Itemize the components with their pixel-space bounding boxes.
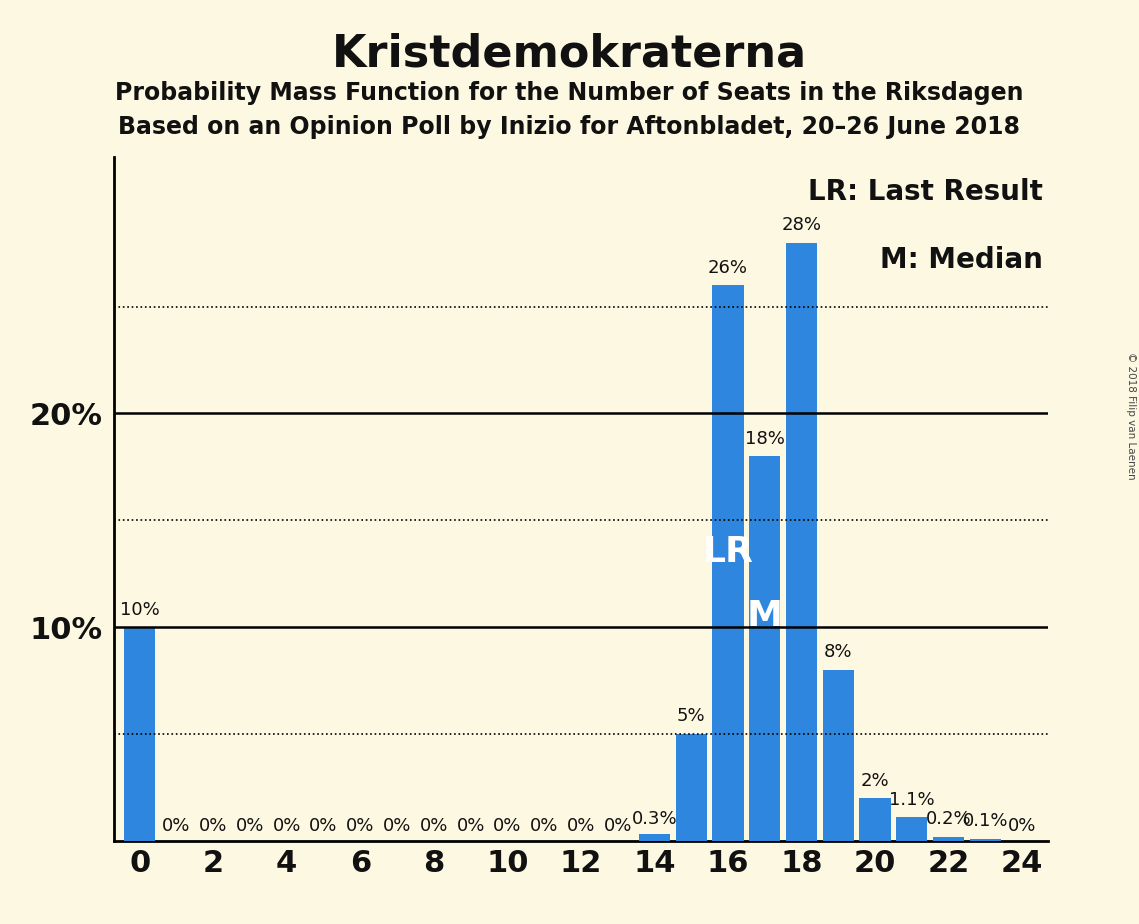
Text: 0%: 0%: [457, 818, 485, 835]
Bar: [124, 627, 155, 841]
Text: 10%: 10%: [120, 601, 159, 619]
Bar: [712, 286, 744, 841]
Text: 0.3%: 0.3%: [632, 810, 678, 828]
Text: 0.2%: 0.2%: [926, 810, 972, 828]
Bar: [969, 839, 1001, 841]
Text: 0.1%: 0.1%: [962, 812, 1008, 830]
Text: 0%: 0%: [493, 818, 522, 835]
Text: 0%: 0%: [346, 818, 375, 835]
Text: 18%: 18%: [745, 430, 785, 448]
Text: 1.1%: 1.1%: [890, 791, 935, 808]
Text: 0%: 0%: [419, 818, 448, 835]
Text: 0%: 0%: [604, 818, 632, 835]
Text: 0%: 0%: [199, 818, 228, 835]
Text: 0%: 0%: [530, 818, 558, 835]
Text: 0%: 0%: [272, 818, 301, 835]
Text: M: M: [747, 600, 782, 634]
Text: 5%: 5%: [677, 708, 705, 725]
Bar: [896, 818, 927, 841]
Text: Probability Mass Function for the Number of Seats in the Riksdagen: Probability Mass Function for the Number…: [115, 81, 1024, 105]
Text: © 2018 Filip van Laenen: © 2018 Filip van Laenen: [1126, 352, 1136, 480]
Bar: [822, 670, 854, 841]
Text: 0%: 0%: [1008, 818, 1036, 835]
Text: 8%: 8%: [823, 643, 852, 662]
Bar: [786, 243, 817, 841]
Text: 28%: 28%: [781, 216, 821, 234]
Text: LR: Last Result: LR: Last Result: [809, 177, 1043, 206]
Text: 0%: 0%: [310, 818, 337, 835]
Text: 0%: 0%: [162, 818, 190, 835]
Text: Kristdemokraterna: Kristdemokraterna: [331, 32, 808, 76]
Text: LR: LR: [703, 535, 753, 569]
Text: Based on an Opinion Poll by Inizio for Aftonbladet, 20–26 June 2018: Based on an Opinion Poll by Inizio for A…: [118, 115, 1021, 139]
Text: 2%: 2%: [861, 772, 890, 789]
Text: 26%: 26%: [708, 259, 748, 277]
Bar: [933, 836, 965, 841]
Bar: [860, 798, 891, 841]
Text: 0%: 0%: [383, 818, 411, 835]
Text: 0%: 0%: [236, 818, 264, 835]
Text: 0%: 0%: [567, 818, 595, 835]
Text: M: Median: M: Median: [880, 246, 1043, 274]
Bar: [639, 834, 670, 841]
Bar: [675, 734, 707, 841]
Bar: [749, 456, 780, 841]
